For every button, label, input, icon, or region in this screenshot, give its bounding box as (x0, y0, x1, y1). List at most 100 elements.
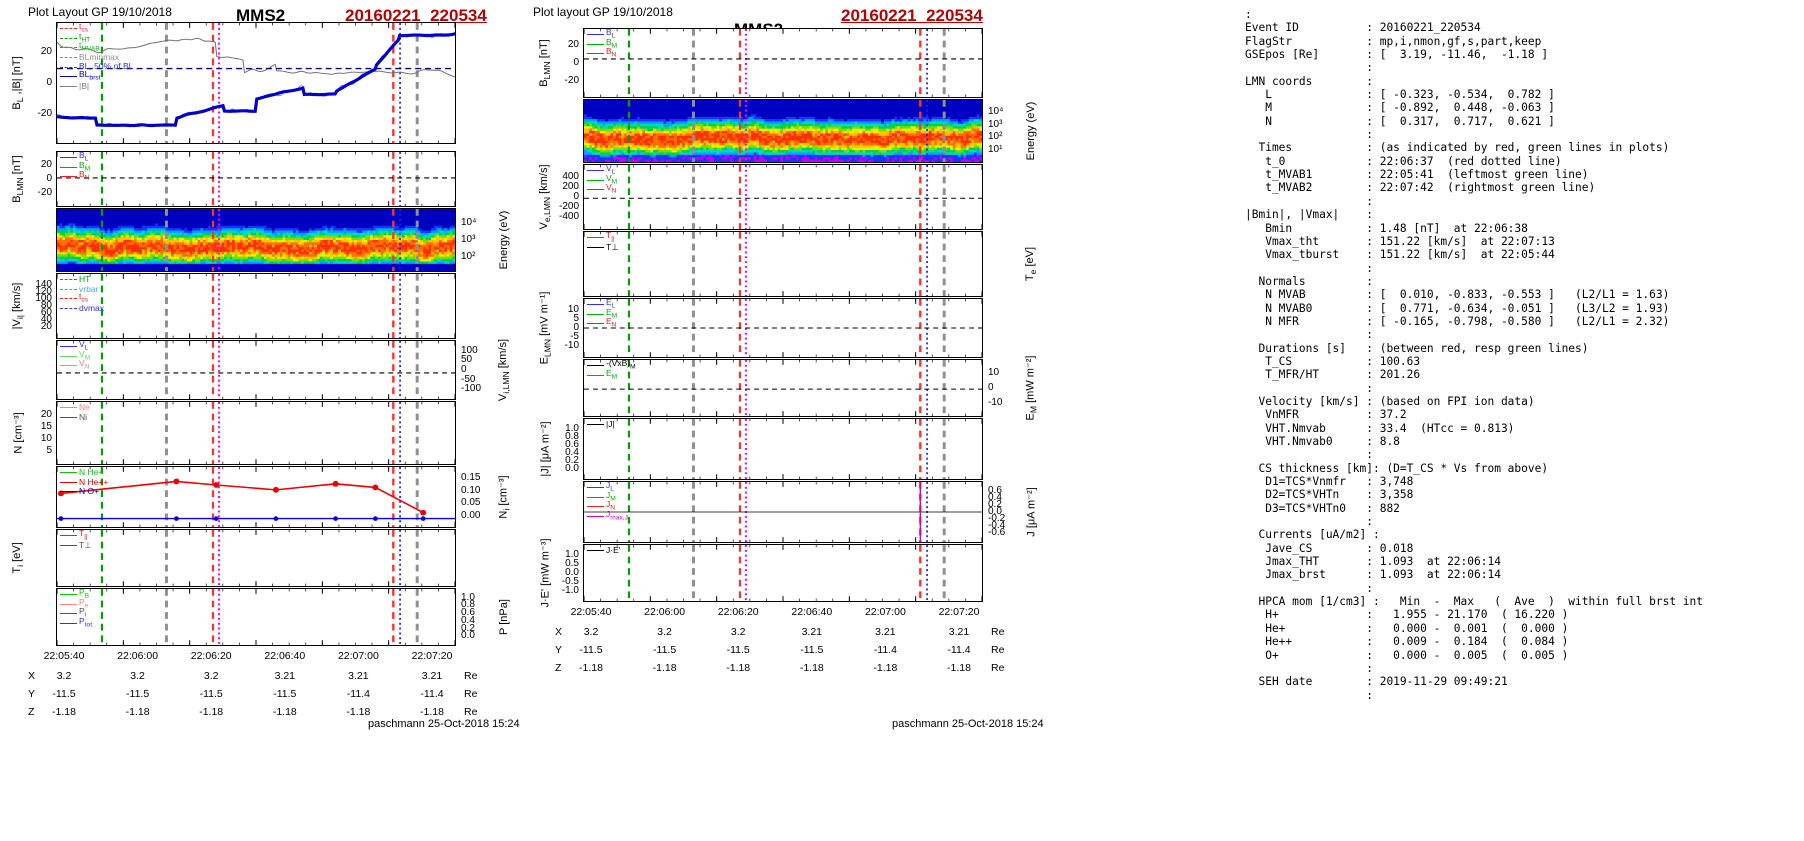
legend-entry: BN (587, 46, 617, 60)
legend-label: BN (606, 46, 617, 60)
coord-value: -11.5 (653, 644, 677, 656)
legend-entry: VM (60, 349, 90, 361)
legend-label: BM (79, 159, 91, 173)
legend-pressure: PB Pe Pi Ptot (60, 587, 93, 629)
coord-value: -11.5 (579, 644, 603, 656)
ytick-right-ion-energy-spectrogram-3: 10¹ (988, 144, 1003, 156)
ytick-j-dot-e-prime-4: -1.0 (561, 584, 579, 596)
legend-b-lmn: BL BM BN (60, 150, 91, 182)
legend-swatch (60, 66, 77, 68)
ytick-j-dot-e-prime-0: 1.0 (565, 549, 579, 561)
legend-swatch (587, 516, 604, 518)
ytick-e-lmn-2: 0 (573, 322, 579, 333)
legend-label: tMVAB (79, 40, 100, 54)
ytick-ion-speed-4: 60 (40, 307, 52, 319)
legend-swatch (587, 487, 604, 489)
legend-entry: BL (587, 27, 617, 40)
legend-entry: VL (587, 163, 617, 176)
panel-b-lmn (583, 28, 983, 98)
legend-entry: BM (587, 37, 617, 49)
legend-swatch (60, 535, 77, 537)
right-plot-event-title: 20160221_220534 (841, 6, 983, 25)
legend-swatch (587, 43, 604, 45)
legend-swatch (60, 176, 77, 178)
legend-swatch (60, 355, 77, 357)
legend-entry: BLminmax (60, 52, 133, 63)
legend-entry: tHT (60, 31, 133, 43)
ytick-right-current-lmn-3: 0.0 (988, 506, 1002, 517)
ytick-bl-abs-b-2: -20 (37, 107, 52, 119)
ytick-ve-lmn-0: 400 (562, 170, 579, 182)
legend-e-lmn: EL EM EN (587, 297, 618, 330)
legend-label: -(VxB)M (606, 358, 636, 371)
legend-entry: PB (60, 587, 92, 600)
legend-entry: EM (587, 367, 636, 381)
ytick-ion-speed-2: 100 (35, 292, 52, 304)
panel-ylabel-right-electromagnetic-energy-conversion: EM [mW m⁻²] (1024, 355, 1039, 421)
legend-swatch (60, 279, 77, 281)
xtick-5: 22:07:20 (411, 650, 453, 662)
coord-value: -1.18 (125, 706, 150, 718)
legend-entry: vrbar (60, 283, 104, 295)
legend-entry: tcs (60, 21, 133, 34)
legend-entry: JL (587, 480, 628, 493)
legend-label: EN (606, 316, 617, 330)
panel-b-lmn (56, 151, 456, 207)
legend-v-lmn: VL VM VN (60, 339, 90, 371)
legend-label: EM (606, 367, 618, 381)
legend-swatch (587, 179, 604, 181)
legend-entry: JM (587, 490, 628, 502)
legend-swatch (587, 506, 604, 508)
right-plot-footer: paschmann 25-Oct-2018 15:24 (892, 718, 1044, 730)
legend-entry: JN (587, 499, 628, 512)
coord-value: -11.5 (273, 688, 297, 700)
coord-value: 3.21 (348, 670, 369, 682)
legend-swatch (60, 37, 77, 39)
panel-hpca-ion-densities (56, 466, 456, 528)
ytick-b-lmn-2: -20 (564, 74, 579, 86)
ytick-right-hpca-ion-densities-2: 0.05 (461, 497, 481, 509)
panel-ylabel-right-pressure: P [nPa] (498, 599, 510, 635)
ytick-j-dot-e-prime-2: 0.0 (565, 567, 579, 578)
coord-value: 3.2 (730, 626, 746, 638)
legend-label: BL (79, 150, 89, 163)
right-plot-column: Plot layout GP 19/10/2018 MMS2 20160221_… (527, 0, 1047, 841)
legend-swatch (60, 623, 77, 625)
coord-value: -11.4 (346, 688, 370, 700)
ytick-ve-lmn-4: -400 (558, 211, 579, 223)
ytick-e-lmn-3: -5 (570, 331, 579, 343)
legend-entry: VN (587, 182, 617, 195)
panel-current-lmn (583, 481, 983, 543)
legend-swatch (587, 424, 604, 426)
legend-label: VM (606, 172, 618, 186)
legend-entry: BL (60, 150, 90, 163)
legend-label: EL (606, 297, 616, 310)
ytick-b-lmn-0: 20 (567, 39, 579, 51)
legend-entry: T⊥ (587, 242, 619, 253)
legend-label: vrbar (79, 283, 99, 294)
ytick-b-lmn-2: -20 (37, 187, 52, 199)
legend-swatch (60, 85, 77, 87)
ytick-density-2: 10 (40, 433, 52, 445)
legend-label: Ptot (79, 615, 93, 629)
ytick-ion-speed-6: 20 (40, 321, 52, 333)
right-plot-header-label: Plot layout GP 19/10/2018 (533, 5, 673, 19)
ytick-right-current-lmn-2: 0.2 (988, 498, 1002, 510)
ytick-current-magnitude-4: 0.2 (565, 454, 579, 466)
legend-label: BL (606, 27, 616, 40)
legend-label: T|| (79, 528, 88, 541)
legend-label: N He+ (79, 467, 104, 477)
coord-key: X (555, 626, 563, 638)
ytick-e-lmn-0: 10 (567, 303, 579, 315)
left-plot-spacecraft-title: MMS2 (236, 6, 286, 25)
coord-unit: Re (991, 662, 1005, 674)
ytick-right-pressure-1: 0.8 (461, 599, 475, 611)
legend-label: EM (606, 306, 618, 320)
coord-value: -1.18 (199, 706, 224, 718)
legend-label: T⊥ (79, 539, 92, 550)
legend-label: J·E' (606, 545, 621, 555)
legend-hpca-ion-densities: N He+ N He++ N O+ (60, 467, 108, 497)
legend-label: HT (79, 274, 91, 284)
legend-ion-speed: HT vrbar tcs dvmax (60, 274, 104, 313)
legend-entry: VN (60, 358, 90, 371)
